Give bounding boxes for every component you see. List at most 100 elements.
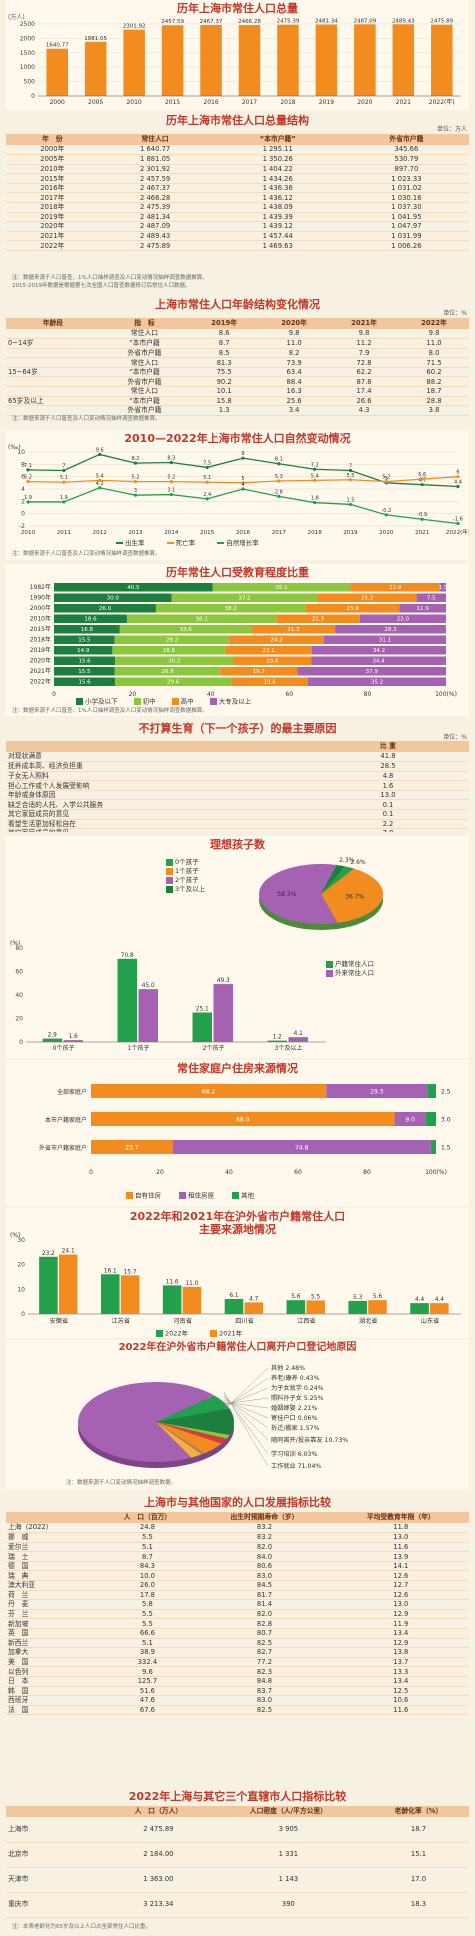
data-point xyxy=(169,492,173,497)
value-cell: 82.0 xyxy=(196,1542,333,1553)
value-cell: 83.7 xyxy=(196,1686,333,1697)
y-tick-label: 0 xyxy=(21,1311,25,1318)
country-cell: 新西兰 xyxy=(6,1638,99,1649)
segment-label: 31.1 xyxy=(379,638,391,644)
city-cell: 天津市 xyxy=(6,1867,108,1893)
reason-cell: 年龄或身体原因 xyxy=(6,790,307,801)
legend-ideal-1: 1个孩子 xyxy=(175,867,199,875)
table-row: 上海市 2 475.89 3 905 18.7 xyxy=(6,1817,469,1843)
country-cell: 上海（2022） xyxy=(6,1523,99,1534)
cities-header: 人口密度（人/平方公里） xyxy=(208,1806,368,1817)
value-cell: 14.1 xyxy=(332,1561,469,1572)
segment-label: 25.3 xyxy=(361,596,374,602)
value-cell: 1 363.00 xyxy=(107,1867,209,1893)
stack-segment xyxy=(311,656,446,665)
category-label: 2018年 xyxy=(30,636,51,644)
table-row: 爱尔兰 5.1 82.0 11.6 xyxy=(6,1542,469,1553)
table-row: 看望生活更加轻松自在 2.2 xyxy=(6,819,469,830)
segment-label: 35.1 xyxy=(275,585,287,591)
data-label: -0.2 xyxy=(381,508,391,514)
table-row: 2016年 2 467.37 1 436.36 1 031.02 xyxy=(6,183,469,194)
x-tick-label: 2019 xyxy=(319,99,334,106)
segment-label: 1.5 xyxy=(439,585,448,591)
reasons-table: 比 重 对现状满意 41.8 抚养成本高、经济负担重 28.5 子女无人照料 4.8 担心工… xyxy=(6,741,469,832)
data-point xyxy=(169,480,173,484)
value-cell: 82.3 xyxy=(196,1666,333,1677)
structure-section: 历年上海市常住人口总量结构 单位：万人 年 份 常住人口 “本市户籍” 外省市户… xyxy=(6,112,469,292)
ideal-bar-chart: 0 20 40 60 80 2.9 1.6 0个孩子 70.8 45.0 1个孩子 25.1 49.3 2… xyxy=(15,945,326,1052)
segment-label: 21.3 xyxy=(312,617,325,623)
data-label: 5.4 xyxy=(96,473,104,479)
pie-label: 养老/康养 0.43% xyxy=(271,1374,320,1382)
structure-note-2: 2015-2019年数据是根据第七次全国人口普查数据修订后常住人口数据。 xyxy=(12,283,191,289)
reasons-unit: 单位：% xyxy=(443,734,467,741)
legend-src-1: 2021年 xyxy=(219,1329,243,1338)
bar xyxy=(42,1038,62,1042)
stack-segment xyxy=(54,583,213,592)
data-label: 5.2 xyxy=(167,475,175,481)
category-label: 全部家庭户 xyxy=(57,1088,87,1096)
value-cell: 83.2 xyxy=(196,1532,333,1543)
data-point xyxy=(384,480,388,484)
stack-segment xyxy=(276,614,360,623)
stack-segment xyxy=(115,677,232,686)
data-label: 4.4 xyxy=(454,480,462,486)
data-label: 8.1 xyxy=(275,457,283,463)
y-tick-label: 80 xyxy=(15,945,23,952)
bar-value-label: 2457.59 xyxy=(161,19,184,25)
data-point xyxy=(205,480,209,484)
x-tick-label: 2015 xyxy=(200,530,215,536)
x-tick-label: 2016 xyxy=(236,530,251,536)
y-tick-label: 8 xyxy=(21,461,25,468)
y-tick-label: 30 xyxy=(17,1237,25,1244)
value-cell: 82.5 xyxy=(196,1638,333,1649)
reason-cell: 其它家庭成员的意见 xyxy=(6,809,307,820)
pie-leader xyxy=(223,1393,269,1455)
value-cell: 10.0 xyxy=(98,1570,197,1582)
stack-segment xyxy=(54,656,116,665)
value-cell: 1 031.02 xyxy=(343,183,469,194)
intl-header: 平均受教育年限（年） xyxy=(332,1512,469,1523)
reason-cell: 对现状满意 xyxy=(6,752,307,763)
pie-label: 随同离开/投亲靠友 10.73% xyxy=(271,1436,348,1444)
bar xyxy=(368,1300,387,1314)
stack-segment xyxy=(251,625,336,634)
data-point xyxy=(277,462,281,466)
pie-slice xyxy=(156,1422,227,1439)
data-point xyxy=(98,478,102,482)
legend-house-1: 租住房屋 xyxy=(188,1191,215,1200)
segment-label: 34.4 xyxy=(372,659,385,665)
table-row: 年龄或身体原因 13.0 xyxy=(6,790,469,801)
category-label: 2019年 xyxy=(30,646,51,654)
housing-legend: 自有住房 租住房屋 其他 xyxy=(126,1192,254,1200)
table-row: 瑞 士 8.7 84.0 13.9 xyxy=(6,1551,469,1562)
value-cell: 1 047.97 xyxy=(343,221,469,232)
table-row: 韩 国 51.6 83.7 12.5 xyxy=(6,1686,469,1697)
value-cell: 5.5 xyxy=(98,1609,197,1620)
pie-label: 照料孙子女 5.25% xyxy=(271,1394,324,1402)
bar xyxy=(306,1300,325,1314)
value-cell: 62.2 xyxy=(329,367,399,378)
structure-note: 注：数据来源于人口普查、1%人口抽样调查及人口变动情况抽样调查数据推算。 xyxy=(12,275,208,281)
table-row: 2019年 2 481.34 1 439.39 1 041.95 xyxy=(6,212,469,223)
legend-death: 死亡率 xyxy=(175,539,196,547)
x-tick-label: 2019 xyxy=(343,530,358,536)
data-label: 1.8 xyxy=(311,496,319,502)
table-row: 2021年 2 489.43 1 457.44 1 031.99 xyxy=(6,231,469,242)
x-tick-label: 2005 xyxy=(88,99,103,106)
value-cell: 8.0 xyxy=(399,348,469,359)
bar-value-label: 25.1 xyxy=(196,1007,209,1013)
value-cell: 9.8 xyxy=(259,329,330,340)
data-point xyxy=(277,479,281,483)
pie-slice xyxy=(156,1408,234,1435)
data-label: 4.2 xyxy=(96,481,104,487)
segment-label: 11.9 xyxy=(417,606,430,612)
value-cell: 12.7 xyxy=(332,1580,469,1591)
data-point xyxy=(241,487,245,491)
table-row: 北京市 2 184.00 1 331 15.1 xyxy=(6,1842,469,1868)
cities-section: 2022年上海与其它三个直辖市人口指标比较 人 口（万人） 人口密度（人/平方公… xyxy=(6,1788,469,1934)
year-cell: 2019年 xyxy=(6,212,99,223)
segment-label: 88.0 xyxy=(236,1117,250,1124)
bar xyxy=(182,1286,202,1314)
stack-segment xyxy=(427,1084,436,1098)
